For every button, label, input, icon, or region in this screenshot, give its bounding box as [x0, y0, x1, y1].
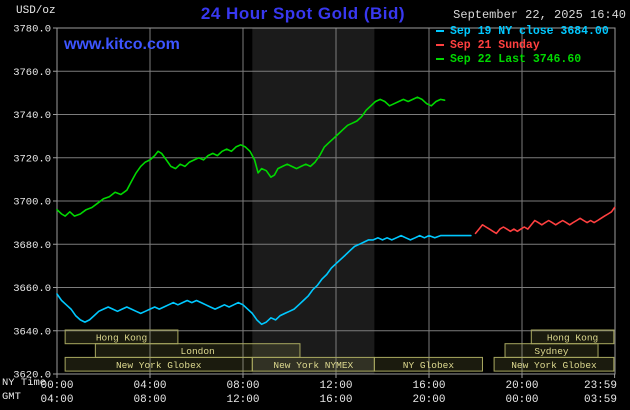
y-axis-label: 3780.0: [13, 24, 51, 36]
x-axis-label-nytime: 00:00: [40, 380, 73, 392]
x-axis-label-gmt: 08:00: [133, 394, 166, 406]
x-axis-label-gmt: 12:00: [226, 394, 259, 406]
x-axis-label-nytime: 16:00: [412, 380, 445, 392]
x-axis-label-gmt: 03:59: [584, 394, 617, 406]
y-axis-label: 3620.0: [13, 370, 51, 382]
x-axis-label-nytime: 23:59: [584, 380, 617, 392]
legend-line-swatch-icon: [436, 30, 444, 32]
unit-label: USD/oz: [16, 5, 56, 17]
price-series-sep21: [474, 206, 616, 235]
legend-label: Sep 21 Sunday: [450, 38, 540, 52]
session-box: [493, 356, 615, 372]
x-axis-label-gmt: 04:00: [40, 394, 73, 406]
legend-item-sep19: Sep 19 NY close 3684.00: [436, 24, 609, 38]
y-axis-label: 3640.0: [13, 326, 51, 338]
legend: Sep 19 NY close 3684.00 Sep 21 Sunday Se…: [436, 24, 609, 66]
session-label: Hong Kong: [547, 333, 598, 344]
legend-label: Sep 22 Last 3746.60: [450, 52, 582, 66]
y-axis-label: 3740.0: [13, 110, 51, 122]
gmt-axis-caption: GMT: [2, 391, 21, 403]
y-axis-label: 3680.0: [13, 240, 51, 252]
session-label: New York Globex: [116, 360, 202, 371]
session-box: [373, 356, 483, 372]
session-label: New York Globex: [511, 360, 597, 371]
legend-line-swatch-icon: [436, 58, 444, 60]
session-label: London: [181, 346, 215, 357]
chart-title: 24 Hour Spot Gold (Bid): [200, 4, 406, 23]
session-label: Sydney: [534, 346, 569, 357]
price-series-sep22: [56, 96, 446, 217]
x-axis-label-gmt: 20:00: [412, 394, 445, 406]
y-axis-label: 3660.0: [13, 283, 51, 295]
x-axis-label-nytime: 20:00: [505, 380, 538, 392]
x-axis-label-gmt: 00:00: [505, 394, 538, 406]
y-axis-label: 3700.0: [13, 197, 51, 209]
session-label: Hong Kong: [96, 333, 147, 344]
price-series-sep19: [56, 234, 472, 326]
y-axis-label: 3720.0: [13, 153, 51, 165]
x-axis-label-nytime: 12:00: [319, 380, 352, 392]
session-label: New York NYMEX: [273, 360, 353, 371]
y-axis-label: 3760.0: [13, 67, 51, 79]
legend-item-sep21: Sep 21 Sunday: [436, 38, 609, 52]
legend-label: Sep 19 NY close 3684.00: [450, 24, 609, 38]
plot-border: [56, 27, 616, 375]
kitco-watermark-link[interactable]: www.kitco.com: [64, 36, 180, 53]
x-axis-label-gmt: 16:00: [319, 394, 352, 406]
x-axis-label-nytime: 08:00: [226, 380, 259, 392]
x-axis-label-nytime: 04:00: [133, 380, 166, 392]
ny-time-axis-caption: NY Time: [2, 377, 47, 389]
timestamp: September 22, 2025 16:40: [453, 8, 626, 22]
legend-line-swatch-icon: [436, 44, 444, 46]
session-label: NY Globex: [403, 360, 455, 371]
legend-item-sep22: Sep 22 Last 3746.60: [436, 52, 609, 66]
